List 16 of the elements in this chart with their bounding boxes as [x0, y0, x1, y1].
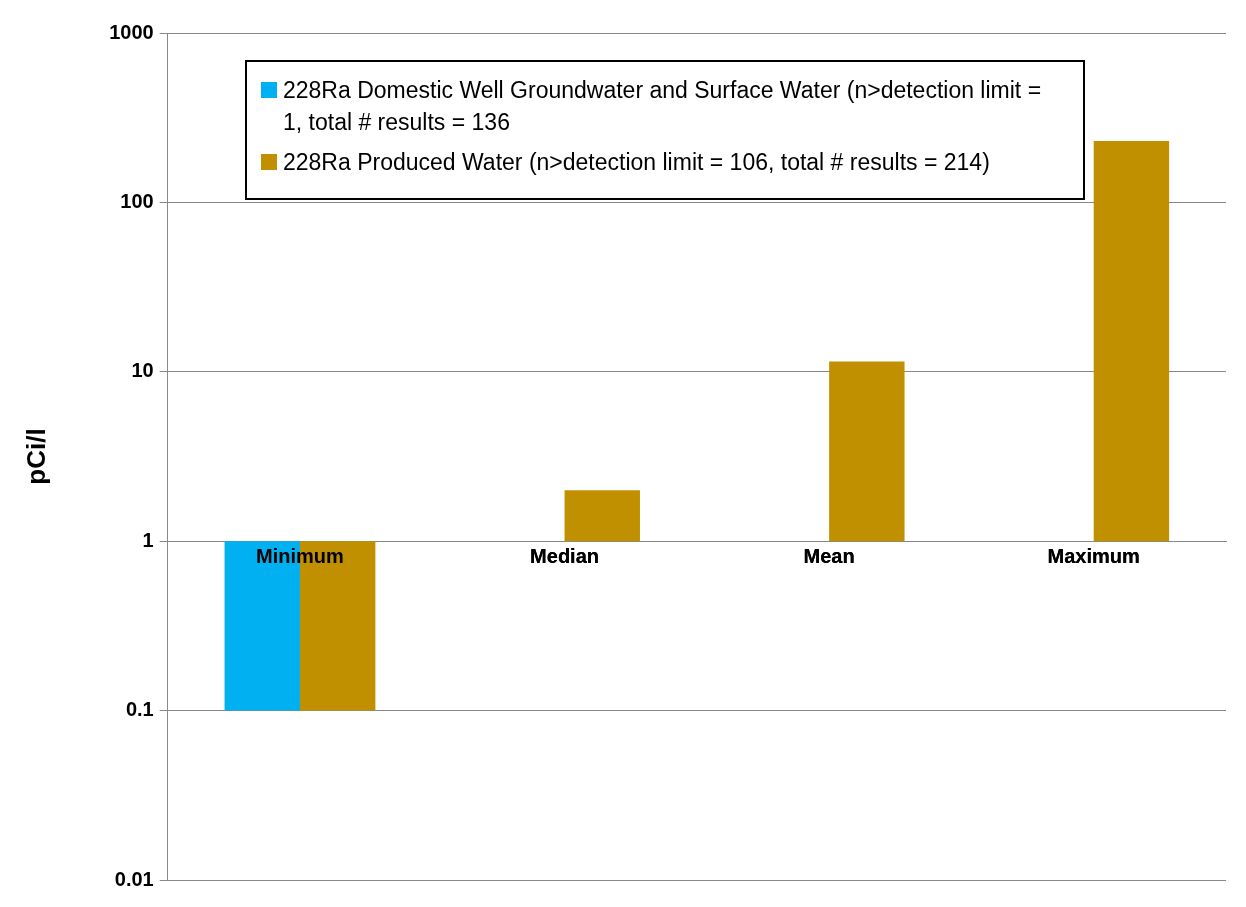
x-tick-label: Median — [530, 544, 600, 567]
y-tick-label: 1000 — [109, 20, 154, 43]
x-tick-label: Mean — [803, 544, 855, 567]
bar — [1093, 141, 1170, 542]
y-tick-label: 1 — [142, 528, 154, 551]
bar — [829, 361, 905, 542]
y-tick-label: 10 — [131, 359, 154, 382]
y-tick-label: 0.01 — [114, 867, 154, 890]
x-tick-label: Maximum — [1047, 544, 1140, 567]
bar — [564, 490, 640, 542]
y-tick-label: 0.1 — [125, 698, 154, 721]
legend-label: 228Ra Domestic Well Groundwater and Surface Water (n>detection limit = 1, total # results = 136 — [283, 76, 1043, 137]
x-tick-label: Minimum — [256, 544, 344, 567]
y-tick-label: 100 — [120, 189, 154, 212]
legend-label: 228Ra Produced Water (n>detection limit = 106, total # results = 214) — [283, 148, 990, 177]
y-axis-title: pCi/l — [20, 428, 51, 485]
